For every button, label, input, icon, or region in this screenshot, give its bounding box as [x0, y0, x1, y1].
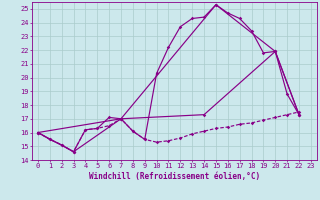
X-axis label: Windchill (Refroidissement éolien,°C): Windchill (Refroidissement éolien,°C)	[89, 172, 260, 181]
